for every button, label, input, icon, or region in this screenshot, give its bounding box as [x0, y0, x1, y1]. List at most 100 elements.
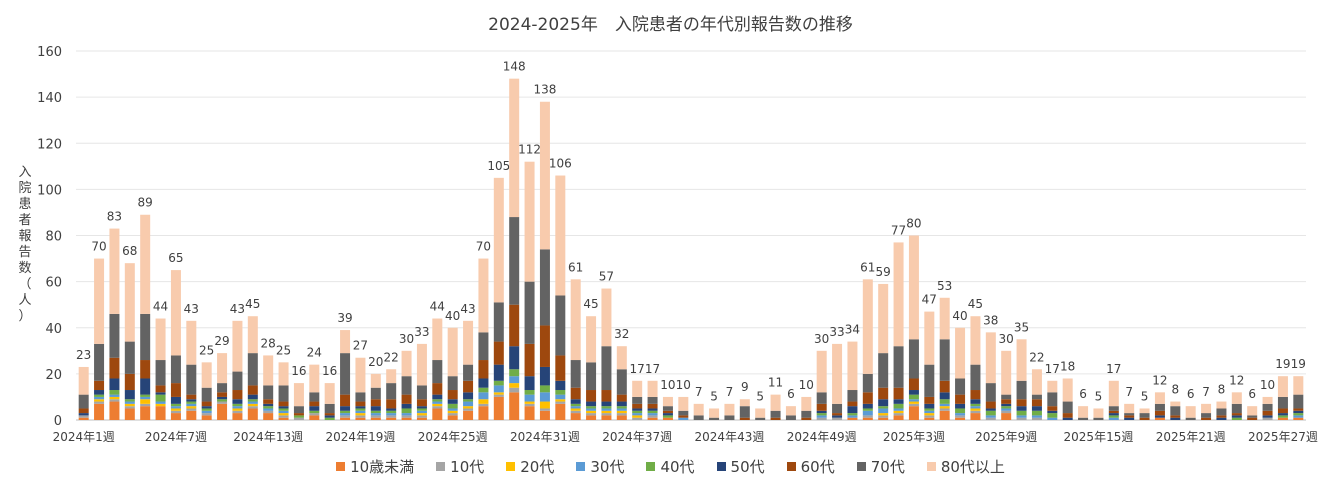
bar-segment	[878, 406, 889, 409]
bar-segment	[355, 408, 366, 411]
bar-segment	[1201, 403, 1212, 414]
bar-segment	[939, 408, 950, 411]
bar-segment	[1093, 417, 1104, 420]
bar-segment	[155, 401, 166, 404]
bar-segment	[908, 403, 919, 407]
bar-segment	[247, 408, 258, 420]
bar-segment	[355, 406, 366, 409]
bar-segment	[539, 249, 550, 326]
bar-total-label: 32	[614, 327, 629, 341]
bar-segment	[955, 408, 966, 414]
bar-segment	[463, 410, 474, 420]
bar-segment	[524, 390, 535, 395]
bar-segment	[601, 346, 612, 391]
bar-segment	[570, 413, 581, 420]
bar-segment	[109, 394, 120, 397]
bar-segment	[217, 399, 228, 402]
bar-segment	[816, 413, 827, 416]
bar-segment	[1231, 413, 1242, 416]
bar-segment	[370, 387, 381, 400]
bar-segment	[432, 406, 443, 409]
bar-segment	[939, 406, 950, 409]
bar-total-label: 38	[983, 313, 998, 327]
bar-segment	[186, 364, 197, 395]
bar-total-label: 30	[814, 332, 829, 346]
bar-segment	[924, 408, 935, 411]
bar-segment	[847, 413, 858, 416]
bar-segment	[140, 406, 151, 420]
bar-total-label: 35	[1014, 320, 1029, 334]
bar-segment	[155, 392, 166, 395]
y-axis-label-char: ）	[18, 309, 32, 324]
bar-total-label: 43	[184, 302, 199, 316]
bar-segment	[878, 413, 889, 416]
bar-segment	[601, 401, 612, 407]
bar-segment	[1201, 417, 1212, 420]
bar-segment	[109, 396, 120, 400]
bar-segment	[893, 399, 904, 404]
bar-segment	[478, 387, 489, 393]
y-axis-label-char: 人	[18, 293, 32, 308]
x-tick-label: 2024年25週	[418, 430, 488, 444]
y-axis-label-char: 院	[18, 181, 32, 196]
bar-segment	[447, 403, 458, 409]
bar-segment	[278, 410, 289, 414]
bar-segment	[1031, 369, 1042, 395]
bar-segment	[340, 353, 351, 395]
bar-segment	[94, 380, 105, 391]
bar-segment	[478, 258, 489, 333]
bar-segment	[524, 394, 535, 402]
bar-segment	[386, 415, 397, 418]
bar-segment	[878, 353, 889, 388]
bar-segment	[217, 401, 228, 404]
bar-segment	[1108, 406, 1119, 411]
bar-segment	[785, 415, 796, 420]
bar-segment	[570, 360, 581, 388]
legend-label: 40代	[660, 458, 695, 476]
bar-segment	[816, 417, 827, 420]
bar-segment	[186, 401, 197, 404]
legend-item: 80代以上	[926, 456, 1005, 477]
bar-segment	[632, 403, 643, 409]
bar-segment	[586, 362, 597, 391]
bar-segment	[1293, 394, 1304, 409]
bar-segment	[586, 415, 597, 420]
legend-swatch	[856, 462, 866, 471]
bar-segment	[94, 343, 105, 381]
bar-total-label: 6	[1248, 387, 1256, 401]
legend-swatch	[336, 462, 346, 471]
bar-segment	[355, 417, 366, 420]
bar-segment	[586, 406, 597, 409]
bar-total-label: 6	[1079, 387, 1087, 401]
bar-segment	[140, 403, 151, 407]
bar-segment	[432, 394, 443, 400]
bar-segment	[278, 408, 289, 411]
bar-segment	[370, 410, 381, 414]
bar-segment	[601, 413, 612, 416]
bar-segment	[217, 403, 228, 420]
bar-segment	[1139, 413, 1150, 418]
bar-segment	[1154, 403, 1165, 411]
bar-segment	[309, 413, 320, 416]
bar-segment	[324, 413, 335, 416]
bar-segment	[570, 408, 581, 411]
bar-segment	[955, 415, 966, 418]
bar-total-label: 30	[999, 332, 1014, 346]
bar-total-label: 80	[906, 217, 921, 231]
bar-total-label: 61	[860, 260, 875, 274]
x-tick-label: 2025年15週	[1064, 430, 1134, 444]
bar-segment	[847, 341, 858, 391]
bar-segment	[1293, 415, 1304, 418]
bar-segment	[985, 415, 996, 418]
bar-segment	[1078, 406, 1089, 418]
bar-segment	[293, 406, 304, 414]
bar-total-label: 7	[695, 385, 703, 399]
bar-segment	[293, 415, 304, 418]
bar-segment	[847, 401, 858, 407]
bar-segment	[447, 390, 458, 400]
bar-segment	[416, 343, 427, 386]
bar-segment	[985, 332, 996, 384]
bar-segment	[370, 417, 381, 420]
bar-segment	[1047, 406, 1058, 411]
bar-segment	[370, 415, 381, 418]
